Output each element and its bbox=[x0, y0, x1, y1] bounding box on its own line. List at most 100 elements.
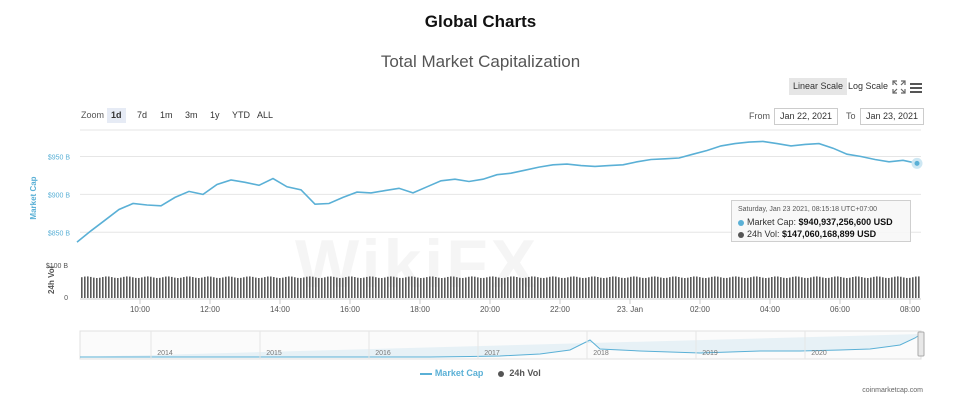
volume-bar bbox=[414, 276, 416, 298]
volume-bar bbox=[432, 276, 434, 298]
y-tick-label: $850 B bbox=[48, 230, 71, 237]
navigator-tick-label: 2016 bbox=[375, 350, 391, 357]
volume-bar bbox=[168, 276, 170, 298]
navigator-tick-label: 2018 bbox=[593, 350, 609, 357]
volume-bar bbox=[855, 276, 857, 298]
volume-bar bbox=[753, 276, 755, 298]
volume-bar bbox=[312, 276, 314, 298]
volume-bar bbox=[81, 277, 83, 298]
volume-bar bbox=[801, 277, 803, 298]
volume-bar bbox=[549, 276, 551, 298]
credit-text: coinmarketcap.com bbox=[862, 387, 923, 394]
volume-bar bbox=[540, 277, 542, 298]
fullscreen-icon[interactable] bbox=[892, 80, 906, 94]
volume-bar bbox=[840, 276, 842, 298]
volume-bar bbox=[327, 276, 329, 298]
volume-bar bbox=[369, 276, 371, 298]
volume-bar bbox=[474, 276, 476, 298]
volume-bar bbox=[624, 277, 626, 298]
tooltip-date: Saturday, Jan 23 2021, 08:15:18 UTC+07:0… bbox=[738, 206, 877, 213]
volume-bar bbox=[834, 276, 836, 298]
volume-bar bbox=[339, 277, 341, 298]
volume-bar bbox=[699, 277, 701, 298]
x-tick-label: 18:00 bbox=[410, 305, 431, 314]
volume-bar bbox=[444, 277, 446, 298]
volume-bar bbox=[672, 276, 674, 298]
volume-bar bbox=[711, 276, 713, 298]
volume-bar bbox=[804, 277, 806, 298]
volume-bar bbox=[675, 276, 677, 298]
volume-bar bbox=[222, 277, 224, 298]
volume-bar bbox=[504, 277, 506, 298]
volume-bar bbox=[300, 277, 302, 298]
volume-bar bbox=[132, 277, 134, 298]
legend-item-market-cap[interactable]: Market Cap bbox=[420, 368, 483, 378]
volume-bar bbox=[525, 277, 527, 298]
volume-bar bbox=[252, 276, 254, 298]
volume-bar bbox=[84, 276, 86, 298]
volume-bar bbox=[243, 277, 245, 298]
volume-bar bbox=[480, 277, 482, 298]
from-date-input[interactable]: Jan 22, 2021 bbox=[774, 108, 838, 125]
volume-bar bbox=[810, 277, 812, 298]
log-scale-button[interactable]: Log Scale bbox=[848, 81, 889, 91]
zoom-1m-button[interactable]: 1m bbox=[160, 110, 173, 120]
volume-bar bbox=[471, 276, 473, 298]
volume-bar bbox=[669, 277, 671, 298]
zoom-3m-button[interactable]: 3m bbox=[185, 110, 198, 120]
volume-bar bbox=[678, 276, 680, 298]
volume-bar bbox=[807, 277, 809, 298]
volume-bar bbox=[342, 277, 344, 298]
volume-bar bbox=[150, 276, 152, 298]
zoom-ytd-button[interactable]: YTD bbox=[232, 110, 250, 120]
volume-bar bbox=[498, 277, 500, 298]
volume-bar bbox=[423, 277, 425, 298]
legend-item-volume[interactable]: 24h Vol bbox=[497, 368, 541, 378]
linear-scale-button[interactable]: Linear Scale bbox=[789, 78, 848, 95]
volume-tick-label: 0 bbox=[64, 295, 68, 302]
volume-bar bbox=[864, 277, 866, 298]
volume-bar bbox=[192, 277, 194, 298]
navigator-handle[interactable] bbox=[917, 331, 925, 357]
volume-bar bbox=[729, 277, 731, 298]
market-cap-dot-icon bbox=[738, 219, 744, 226]
volume-bar bbox=[618, 277, 620, 298]
volume-bar bbox=[345, 277, 347, 298]
volume-bar bbox=[153, 277, 155, 298]
zoom-1y-button[interactable]: 1y bbox=[210, 110, 220, 120]
volume-dot-icon bbox=[738, 231, 744, 238]
volume-bar bbox=[687, 277, 689, 298]
to-date-input[interactable]: Jan 23, 2021 bbox=[860, 108, 924, 125]
volume-bar bbox=[126, 276, 128, 298]
volume-bar bbox=[99, 277, 101, 298]
volume-bar bbox=[846, 277, 848, 298]
volume-bar bbox=[798, 276, 800, 298]
navigator-tick-label: 2017 bbox=[484, 350, 500, 357]
volume-bar bbox=[507, 277, 509, 298]
volume-bar bbox=[609, 276, 611, 298]
volume-bar bbox=[387, 276, 389, 298]
volume-bar bbox=[849, 277, 851, 298]
volume-bar bbox=[237, 277, 239, 298]
volume-bar bbox=[315, 277, 317, 298]
volume-bar bbox=[450, 276, 452, 298]
volume-bar bbox=[495, 276, 497, 298]
volume-bar bbox=[429, 276, 431, 298]
zoom-all-button[interactable]: ALL bbox=[257, 110, 274, 120]
zoom-1d-button[interactable]: 1d bbox=[107, 108, 126, 123]
tooltip-market-cap-row: Market Cap: $940,937,256,600 USD bbox=[738, 216, 904, 228]
zoom-7d-button[interactable]: 7d bbox=[137, 110, 148, 120]
volume-bar bbox=[534, 276, 536, 298]
volume-bar bbox=[426, 277, 428, 298]
volume-bar bbox=[288, 276, 290, 298]
volume-bar bbox=[732, 276, 734, 298]
volume-bar bbox=[792, 276, 794, 298]
volume-bar bbox=[696, 276, 698, 298]
volume-bar bbox=[465, 277, 467, 298]
volume-bar bbox=[843, 277, 845, 298]
volume-bar bbox=[906, 277, 908, 298]
volume-bar bbox=[858, 276, 860, 298]
menu-icon[interactable] bbox=[910, 81, 922, 93]
from-label: From bbox=[749, 111, 770, 121]
volume-bar bbox=[186, 276, 188, 298]
